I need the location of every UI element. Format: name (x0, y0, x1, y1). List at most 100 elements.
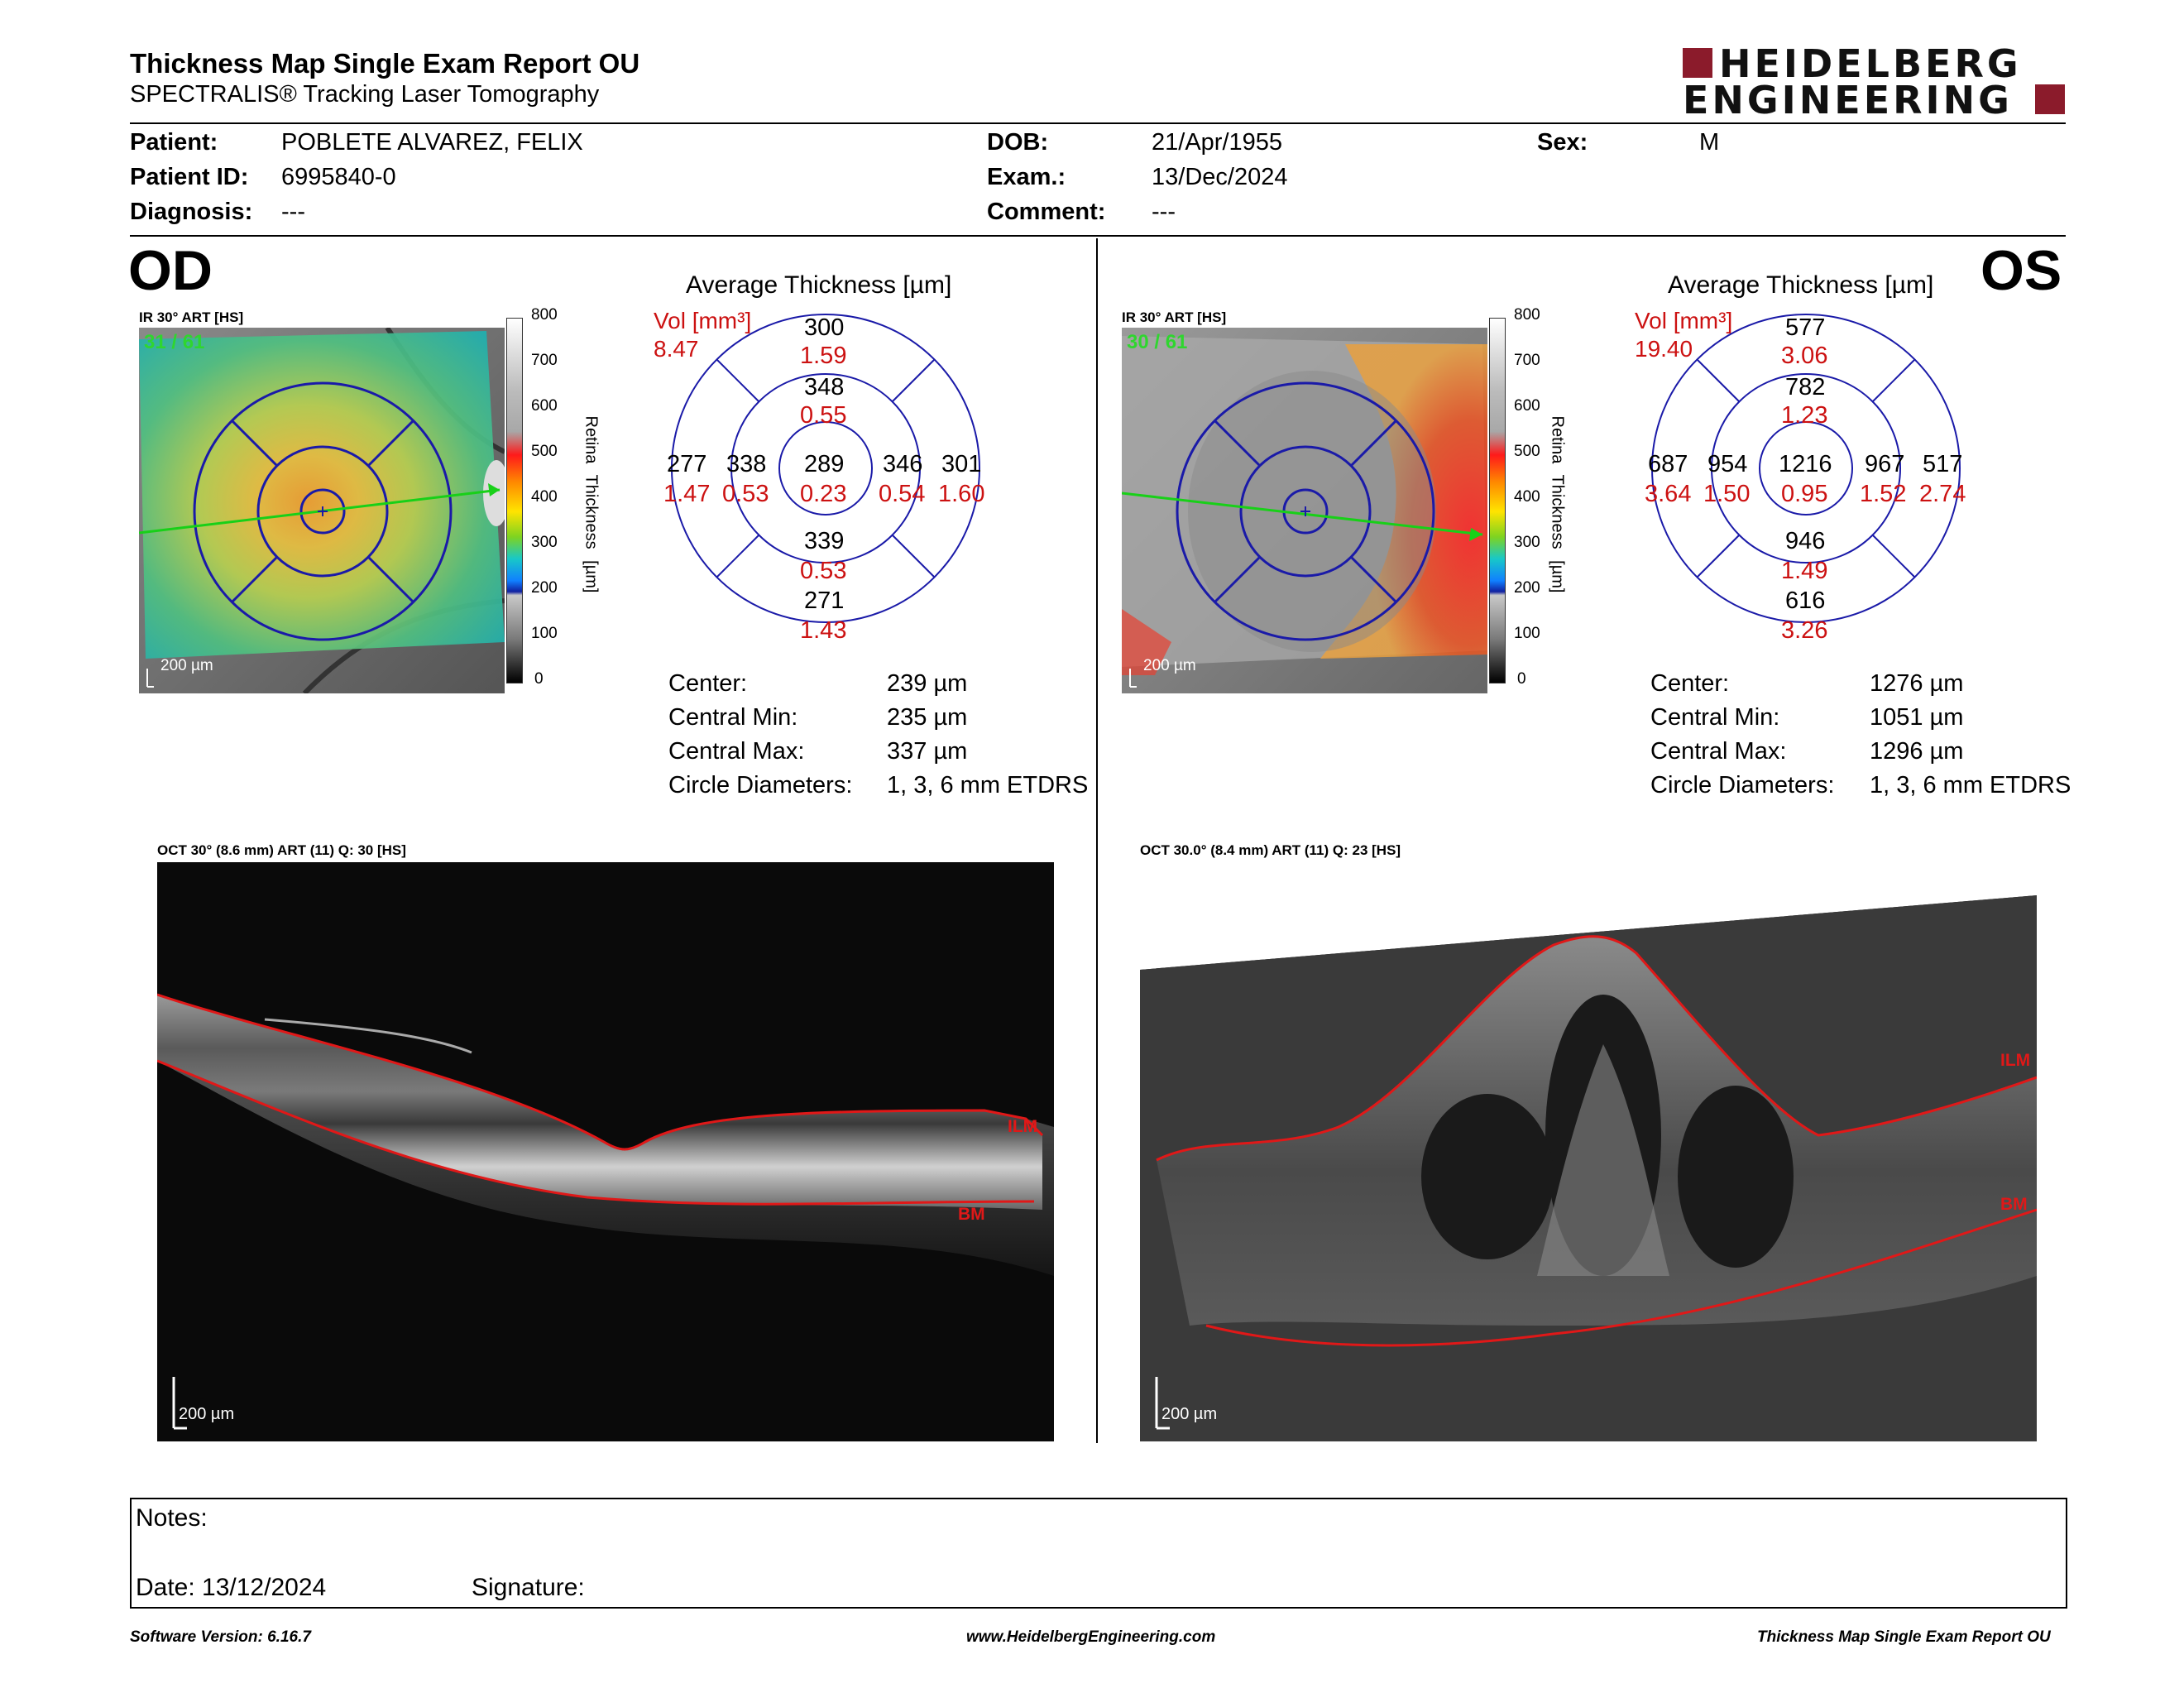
os-stat-center-value: 1276 µm (1870, 670, 1964, 697)
od-oct-svg (157, 993, 1054, 1430)
os-oct-image: ILM BM 200 µm (1140, 862, 2037, 1441)
os-tick-100: 100 (1514, 625, 1540, 642)
os-tick-300: 300 (1514, 534, 1540, 551)
od-colorbar-ticks: 800 700 600 500 400 300 200 100 0 (523, 306, 564, 695)
exam-label: Exam.: (987, 164, 1066, 190)
od-stat-center-value: 239 µm (887, 670, 968, 697)
sex-value: M (1699, 129, 1720, 156)
os-inner-inf-t: 946 (1785, 528, 1826, 554)
os-center-v: 0.95 (1781, 481, 1828, 507)
od-tick-600: 600 (531, 397, 558, 415)
patient-id-value: 6995840-0 (281, 164, 396, 190)
os-inner-right-v: 1.52 (1860, 481, 1907, 507)
od-outer-left-t: 277 (667, 451, 707, 477)
os-inner-right-t: 967 (1865, 451, 1905, 477)
os-ilm-label: ILM (2000, 1051, 2031, 1070)
od-stat-min-value: 235 µm (887, 704, 968, 731)
report-title: Thickness Map Single Exam Report OU (130, 48, 640, 79)
od-stat-max-value: 337 µm (887, 738, 968, 765)
os-etdrs-chart (1651, 314, 1961, 623)
comment-label: Comment: (987, 199, 1106, 225)
logo-line2: ENGINEERING (1683, 78, 2013, 122)
od-ir-label: IR 30° ART [HS] (139, 309, 244, 325)
os-oct-label: OCT 30.0° (8.4 mm) ART (11) Q: 23 [HS] (1140, 842, 1401, 858)
os-stat-max-value: 1296 µm (1870, 738, 1964, 765)
os-stat-diam-value: 1, 3, 6 mm ETDRS (1870, 772, 2071, 798)
od-oct-image: ILM BM 200 µm (157, 862, 1054, 1441)
od-etdrs-chart (671, 314, 980, 623)
od-outer-left-v: 1.47 (663, 481, 711, 507)
date-label: Date: 13/12/2024 (136, 1574, 327, 1601)
os-bm-label: BM (2000, 1195, 2028, 1214)
od-tick-100: 100 (531, 625, 558, 642)
os-colorbar (1489, 318, 1506, 683)
diagnosis-value: --- (281, 199, 305, 225)
os-tick-800: 800 (1514, 306, 1540, 324)
sex-label: Sex: (1537, 129, 1588, 156)
od-stat-diam-label: Circle Diameters: (668, 772, 853, 798)
os-inner-left-v: 1.50 (1703, 481, 1751, 507)
notes-label: Notes: (136, 1504, 208, 1532)
os-outer-left-v: 3.64 (1645, 481, 1692, 507)
os-etdrs-overlay (1122, 381, 1483, 688)
patient-label: Patient: (130, 129, 218, 156)
od-outer-inf-v: 1.43 (800, 617, 847, 644)
patient-id-label: Patient ID: (130, 164, 249, 190)
os-outer-inf-v: 3.26 (1781, 617, 1828, 644)
os-colorbar-title: Retina Thickness [µm] (1548, 415, 1567, 593)
os-eye-label: OS (1980, 239, 2062, 302)
os-avg-title: Average Thickness [µm] (1668, 271, 1934, 299)
od-center-t: 289 (804, 451, 845, 477)
os-tick-400: 400 (1514, 488, 1540, 506)
os-inner-inf-v: 1.49 (1781, 558, 1828, 584)
od-center-v: 0.23 (800, 481, 847, 507)
os-oct-svg (1140, 862, 2037, 1441)
os-tick-700: 700 (1514, 352, 1540, 369)
notes-box[interactable] (130, 1498, 2067, 1609)
os-outer-left-t: 687 (1648, 451, 1688, 477)
od-stat-diam-value: 1, 3, 6 mm ETDRS (887, 772, 1089, 798)
od-bm-label: BM (958, 1205, 985, 1224)
os-inner-sup-v: 1.23 (1781, 402, 1828, 429)
od-frames: 31 / 61 (144, 331, 205, 353)
od-inner-sup-v: 0.55 (800, 402, 847, 429)
od-outer-sup-t: 300 (804, 314, 845, 341)
software-version: Software Version: 6.16.7 (130, 1628, 311, 1646)
os-tick-600: 600 (1514, 397, 1540, 415)
od-stat-min-label: Central Min: (668, 704, 798, 731)
od-tick-400: 400 (531, 488, 558, 506)
os-oct-scale: 200 µm (1161, 1405, 1218, 1423)
os-fundus-scale: 200 µm (1143, 657, 1196, 674)
od-inner-inf-t: 339 (804, 528, 845, 554)
od-outer-right-t: 301 (941, 451, 982, 477)
os-vol-total: 19.40 (1635, 336, 1693, 362)
os-stat-min-label: Central Min: (1650, 704, 1780, 731)
od-fundus-scale: 200 µm (160, 657, 213, 674)
website-link[interactable]: www.HeidelbergEngineering.com (966, 1628, 1216, 1646)
od-tick-500: 500 (531, 443, 558, 460)
patient-divider (130, 235, 2066, 237)
od-stat-max-label: Central Max: (668, 738, 805, 765)
od-tick-300: 300 (531, 534, 558, 551)
od-inner-left-t: 338 (726, 451, 767, 477)
exam-value: 13/Dec/2024 (1152, 164, 1288, 190)
od-stat-center-label: Center: (668, 670, 748, 697)
report-subtitle: SPECTRALIS® Tracking Laser Tomography (130, 81, 600, 108)
patient-value: POBLETE ALVAREZ, FELIX (281, 129, 583, 156)
od-vol-label: Vol [mm³] (654, 308, 752, 333)
os-frames: 30 / 61 (1127, 331, 1188, 353)
footer-report-name: Thickness Map Single Exam Report OU (1757, 1628, 2051, 1646)
signature-label: Signature: (472, 1574, 585, 1601)
od-colorbar-title: Retina Thickness [µm] (582, 415, 601, 593)
dob-label: DOB: (987, 129, 1049, 156)
od-inner-left-v: 0.53 (722, 481, 769, 507)
os-stat-min-value: 1051 µm (1870, 704, 1964, 731)
od-vol-total: 8.47 (654, 336, 699, 362)
od-tick-200: 200 (531, 579, 558, 597)
header-divider (130, 122, 2066, 124)
os-inner-left-t: 954 (1707, 451, 1748, 477)
os-outer-inf-t: 616 (1785, 587, 1826, 614)
os-center-t: 1216 (1779, 451, 1832, 477)
diagnosis-label: Diagnosis: (130, 199, 253, 225)
od-eye-label: OD (128, 239, 213, 302)
